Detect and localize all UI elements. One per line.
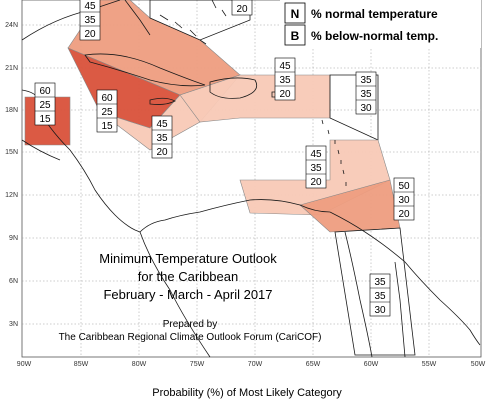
- stack-value: 60: [101, 93, 113, 104]
- stack-bahamas: 45 35 20: [79, 0, 101, 41]
- region-north-top: [149, 0, 251, 41]
- map-title: Minimum Temperature Outlook for the Cari…: [99, 251, 277, 302]
- stack-value: 25: [39, 100, 51, 111]
- stack-value: 25: [101, 107, 113, 118]
- stack-value: 20: [310, 177, 322, 188]
- probability-stacks: 45 35 20 20 60 25 15 60 25 15: [34, 0, 415, 317]
- lon-label: 55W: [422, 361, 437, 368]
- stack-greater-antilles: 45 35 20: [274, 57, 296, 101]
- stack-value: 35: [310, 163, 322, 174]
- lat-label: 6N: [9, 278, 18, 285]
- stack-cayman-jamaica: 60 25 15: [96, 89, 118, 133]
- stack-value: 30: [398, 195, 410, 206]
- lon-label: 85W: [74, 361, 89, 368]
- stack-value: 20: [398, 209, 410, 220]
- lat-label: 21N: [5, 65, 18, 72]
- lat-label: 18N: [5, 107, 18, 114]
- stack-value: 45: [84, 1, 96, 12]
- prepared-by: Prepared by The Caribbean Regional Clima…: [59, 319, 322, 343]
- lon-label: 80W: [132, 361, 147, 368]
- lat-label: 12N: [5, 192, 18, 199]
- longitude-labels: 90W 85W 80W 75W 70W 65W 60W 55W 50W: [17, 361, 486, 368]
- stack-guianas: 35 35 30: [369, 273, 391, 317]
- stack-value: 20: [84, 29, 96, 40]
- lat-label: 9N: [9, 235, 18, 242]
- stack-trinidad: 50 30 20: [393, 177, 415, 221]
- lon-label: 75W: [190, 361, 205, 368]
- stack-value: 35: [360, 75, 372, 86]
- latitude-labels: 24N 21N 18N 15N 12N 9N 6N 3N: [5, 22, 18, 328]
- stack-value: 35: [156, 133, 168, 144]
- lon-label: 70W: [248, 361, 263, 368]
- legend-label: % normal temperature: [311, 7, 438, 21]
- stack-value: 35: [279, 75, 291, 86]
- stack-value: 35: [374, 277, 386, 288]
- legend-letter: B: [291, 29, 300, 43]
- stack-value: 50: [398, 181, 410, 192]
- lat-label: 15N: [5, 149, 18, 156]
- region-guianas: [334, 227, 416, 356]
- stack-value: 35: [360, 89, 372, 100]
- stack-central-america: 60 25 15: [34, 82, 56, 126]
- footer-caption: Probability (%) of Most Likely Category: [152, 387, 342, 399]
- stack-value: 20: [236, 4, 248, 15]
- stack-value: 15: [39, 114, 51, 125]
- stack-value: 20: [156, 147, 168, 158]
- title-line-3: February - March - April 2017: [103, 287, 272, 302]
- stack-value: 35: [84, 15, 96, 26]
- legend-label: % below-normal temp.: [311, 29, 438, 43]
- stack-jamaica-south: 45 35 20: [151, 115, 173, 159]
- stack-windward: 45 35 20: [305, 145, 327, 189]
- stack-value: 15: [101, 121, 113, 132]
- stack-value: 45: [156, 119, 168, 130]
- stack-value: 30: [374, 305, 386, 316]
- legend-box-normal: [284, 2, 306, 24]
- lon-label: 50W: [471, 361, 486, 368]
- title-line-2: for the Caribbean: [138, 269, 238, 284]
- stack-value: 60: [39, 86, 51, 97]
- stack-value: 20: [279, 89, 291, 100]
- stack-value: 45: [310, 149, 322, 160]
- lon-label: 60W: [364, 361, 379, 368]
- title-line-1: Minimum Temperature Outlook: [99, 251, 277, 266]
- legend: N % normal temperature B % below-normal …: [280, 0, 481, 48]
- lon-label: 65W: [306, 361, 321, 368]
- forecast-regions: [24, 0, 416, 356]
- lat-label: 24N: [5, 22, 18, 29]
- lon-label: 90W: [17, 361, 32, 368]
- stack-value: 45: [279, 61, 291, 72]
- lat-label: 3N: [9, 321, 18, 328]
- coastlines: [21, 0, 481, 358]
- prepared-line-2: The Caribbean Regional Climate Outlook F…: [59, 332, 322, 343]
- legend-box-below: [284, 24, 306, 46]
- stack-value: 35: [374, 291, 386, 302]
- stack-value: 30: [360, 103, 372, 114]
- stack-north-top: 20: [231, 0, 253, 16]
- stack-leeward: 35 35 30: [355, 71, 377, 115]
- legend-letter: N: [291, 7, 300, 21]
- prepared-line-1: Prepared by: [163, 319, 217, 330]
